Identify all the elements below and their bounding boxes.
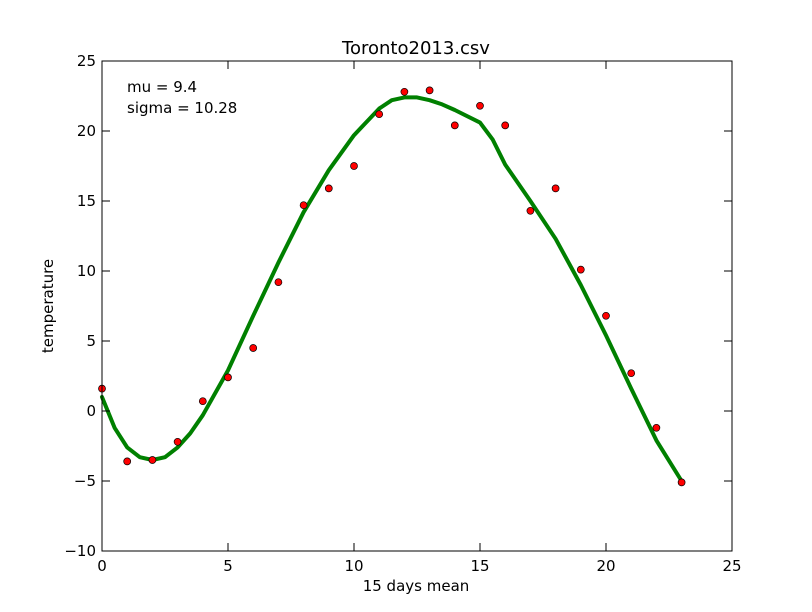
data-point [425, 86, 434, 95]
y-tick-label: −5 [74, 472, 96, 490]
fitted-curve [100, 95, 684, 483]
y-tick-label: 20 [77, 122, 96, 140]
data-points-layer [98, 86, 686, 487]
y-tick-label: −10 [64, 542, 96, 560]
data-point [551, 184, 560, 193]
x-tick-label: 25 [722, 557, 741, 575]
mu-annotation: mu = 9.4 [127, 78, 197, 96]
x-tick-label: 10 [344, 557, 363, 575]
y-axis-label: temperature [39, 259, 57, 353]
data-point [324, 184, 333, 193]
chart-title: Toronto2013.csv [341, 38, 490, 59]
plot-frame [101, 60, 733, 552]
data-point [450, 121, 459, 130]
data-point [173, 437, 182, 446]
data-point [576, 265, 585, 274]
sigma-annotation: sigma = 10.28 [127, 99, 237, 117]
data-point [249, 344, 258, 352]
data-point [526, 206, 535, 215]
data-point [375, 110, 384, 119]
data-point [299, 201, 308, 210]
data-point [274, 278, 283, 287]
data-point [148, 456, 157, 464]
y-tick-label: 0 [86, 402, 96, 420]
fitted-curve-layer [100, 95, 684, 483]
y-tick-label: 10 [77, 262, 96, 280]
x-tick-label: 20 [596, 557, 615, 575]
x-tick-label: 0 [97, 557, 107, 575]
data-point [677, 478, 686, 487]
x-tick-label: 15 [470, 557, 489, 575]
annotation-box: mu = 9.4 sigma = 10.28 [127, 78, 237, 117]
data-point [602, 311, 610, 320]
y-tick-label: 5 [86, 332, 96, 350]
y-tick-label: 15 [77, 192, 96, 210]
data-point [123, 457, 132, 466]
data-point [350, 162, 358, 170]
data-point [198, 397, 207, 406]
x-tick-label: 5 [223, 557, 233, 575]
y-tick-label: 25 [77, 52, 96, 70]
data-point [400, 87, 409, 96]
data-point [627, 369, 636, 378]
x-axis-label: 15 days mean [363, 577, 470, 595]
data-point [476, 101, 484, 110]
data-point [652, 423, 661, 432]
data-point [224, 373, 232, 382]
data-point [501, 121, 510, 130]
